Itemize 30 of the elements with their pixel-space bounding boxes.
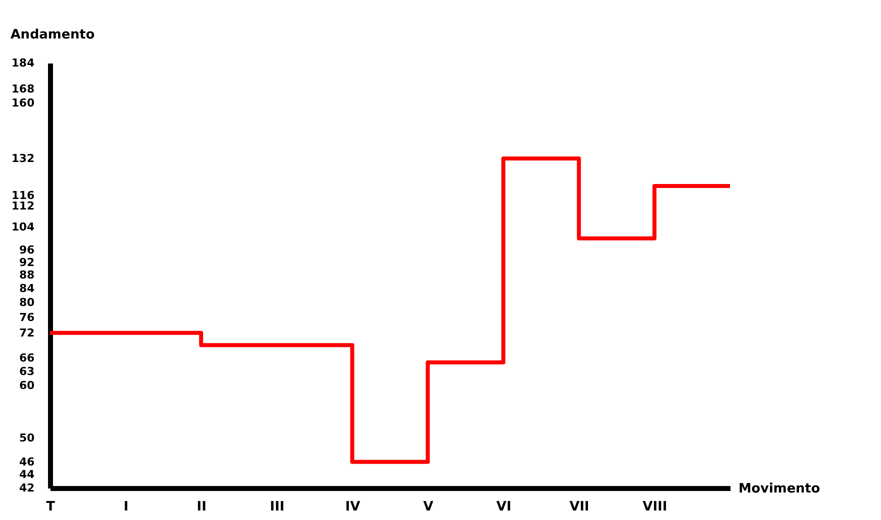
x-tick-label: III: [270, 500, 284, 514]
x-tick-label: VII: [570, 500, 590, 514]
x-tick-label: II: [196, 500, 206, 514]
x-tick-label: V: [423, 500, 434, 514]
x-tick-label: I: [124, 500, 128, 514]
x-tick-label: T: [46, 500, 56, 514]
y-axis-title: Andamento: [10, 28, 95, 42]
x-axis-title: Movimento: [738, 482, 820, 496]
y-tick-label: 84: [19, 282, 35, 296]
y-tick-label: 76: [19, 310, 35, 324]
x-tick-label: VIII: [642, 500, 668, 514]
y-tick-label: 160: [12, 96, 35, 110]
y-tick-label: 72: [19, 326, 34, 340]
x-tick-label: VI: [496, 500, 512, 514]
y-tick-label: 80: [19, 296, 35, 310]
y-tick-label: 96: [19, 244, 35, 257]
y-tick-label: 46: [19, 455, 35, 468]
y-tick-label: 66: [19, 351, 35, 364]
x-tick-label: IV: [345, 500, 360, 514]
y-tick-label: 44: [19, 468, 35, 482]
y-tick-label: 184: [12, 56, 35, 70]
y-tick-label: 132: [12, 152, 34, 166]
y-tick-label: 88: [19, 268, 34, 282]
y-tick-label: 104: [12, 220, 35, 234]
y-tick-label: 92: [19, 256, 34, 269]
y-tick-label: 63: [19, 364, 34, 378]
y-tick-label: 42: [19, 482, 34, 494]
y-tick-label: 60: [19, 378, 35, 392]
y-tick-label: 50: [19, 431, 35, 444]
y-tick-label: 168: [12, 82, 34, 96]
